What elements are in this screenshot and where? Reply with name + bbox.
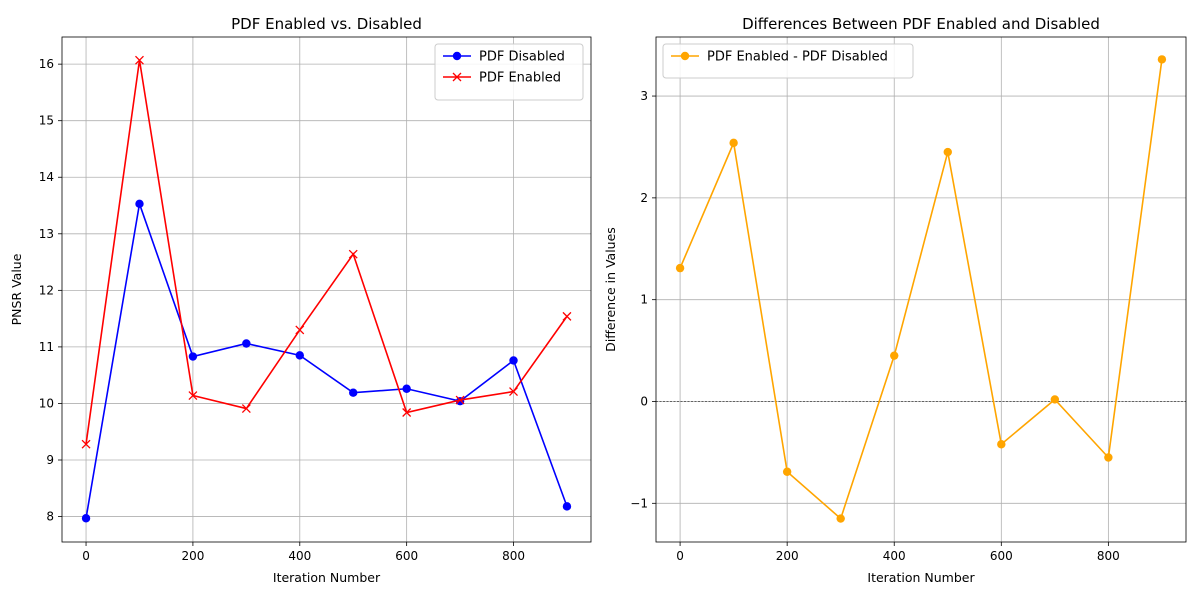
y-tick-label: 11 [39, 340, 54, 354]
y-tick-label: 0 [640, 394, 648, 408]
data-point-marker [455, 395, 465, 405]
data-point-marker [81, 514, 91, 523]
legend-label: PDF Enabled [479, 71, 561, 86]
y-tick-label: 1 [640, 293, 648, 307]
y-axis-label: PNSR Value [9, 253, 24, 325]
data-point-marker [675, 263, 685, 273]
y-tick-label: 3 [640, 89, 648, 103]
y-tick-label: −1 [630, 496, 648, 510]
legend-label: PDF Enabled - PDF Disabled [707, 50, 888, 65]
data-point-marker [1157, 55, 1167, 64]
x-tick-label: 800 [502, 549, 525, 563]
x-tick-label: 400 [883, 549, 906, 563]
x-axis-label: Iteration Number [867, 570, 975, 585]
legend-marker [680, 51, 690, 61]
legend-marker [452, 72, 462, 82]
y-tick-label: 14 [39, 170, 54, 184]
data-point-marker [402, 384, 411, 393]
x-tick-label: 200 [181, 549, 204, 563]
data-point-marker [402, 408, 412, 417]
y-tick-label: 8 [46, 510, 54, 524]
data-point-marker [836, 514, 845, 523]
y-tick-label: 9 [46, 453, 54, 467]
data-point-marker [188, 391, 198, 400]
legend-box [662, 43, 914, 79]
y-tick-label: 12 [39, 283, 54, 297]
series-line [85, 60, 568, 445]
x-tick-label: 200 [776, 549, 799, 563]
legend-label: PDF Disabled [479, 50, 565, 65]
legend: PDF Disabled PDF Enabled [434, 43, 584, 101]
series-line [85, 203, 568, 519]
y-axis-label: Difference in Values [603, 227, 618, 352]
data-point-marker [295, 351, 304, 360]
chart-pdf-enabled-vs-disabled: 0 200 400 600 800 8 9 10 11 12 13 14 15 16 PDF Enabled… [9, 15, 592, 585]
data-point-marker [188, 352, 198, 361]
data-point-marker [81, 439, 91, 449]
data-point-marker [1104, 453, 1113, 462]
data-point-marker [135, 55, 144, 65]
y-tick-label: 2 [640, 191, 648, 205]
y-tick-label: 15 [39, 114, 54, 128]
y-tick-label: 13 [39, 227, 54, 241]
data-point-marker [997, 440, 1006, 449]
x-tick-label: 400 [288, 549, 311, 563]
y-tick-label: 10 [39, 396, 54, 410]
data-point-marker [562, 311, 572, 321]
data-point-marker [509, 387, 518, 397]
chart-differences: 0 200 400 600 800 −1 0 1 2 3 Differences Between P… [603, 15, 1187, 585]
data-point-marker [729, 138, 738, 148]
data-point-marker [242, 339, 251, 348]
data-point-marker [782, 467, 792, 476]
x-axis-label: Iteration Number [273, 570, 381, 585]
data-point-marker [295, 325, 305, 335]
x-tick-label: 600 [395, 549, 418, 563]
data-point-marker [890, 351, 899, 360]
x-tick-label: 600 [990, 549, 1013, 563]
data-point-marker [348, 249, 358, 259]
axes-frame [61, 36, 592, 543]
data-point-marker [1050, 395, 1060, 404]
data-point-marker [349, 388, 358, 397]
series-line [679, 59, 1163, 520]
data-point-marker [943, 147, 952, 157]
axes-frame [655, 36, 1187, 543]
chart-title: PDF Enabled vs. Disabled [231, 15, 422, 33]
chart-title: Differences Between PDF Enabled and Disa… [742, 15, 1100, 33]
legend-marker [452, 51, 462, 61]
x-tick-label: 0 [676, 549, 684, 563]
y-tick-label: 16 [39, 57, 54, 71]
x-tick-label: 800 [1097, 549, 1120, 563]
data-point-marker [135, 199, 144, 209]
x-tick-label: 0 [82, 549, 90, 563]
legend-box [434, 43, 584, 101]
data-point-marker [509, 356, 518, 365]
legend: PDF Enabled - PDF Disabled [662, 43, 914, 79]
data-point-marker [241, 404, 251, 413]
data-point-marker [562, 502, 572, 511]
